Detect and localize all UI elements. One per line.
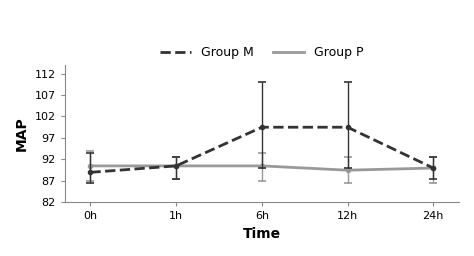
Legend: Group M, Group P: Group M, Group P bbox=[155, 41, 369, 64]
X-axis label: Time: Time bbox=[243, 227, 281, 241]
Y-axis label: MAP: MAP bbox=[15, 116, 29, 151]
